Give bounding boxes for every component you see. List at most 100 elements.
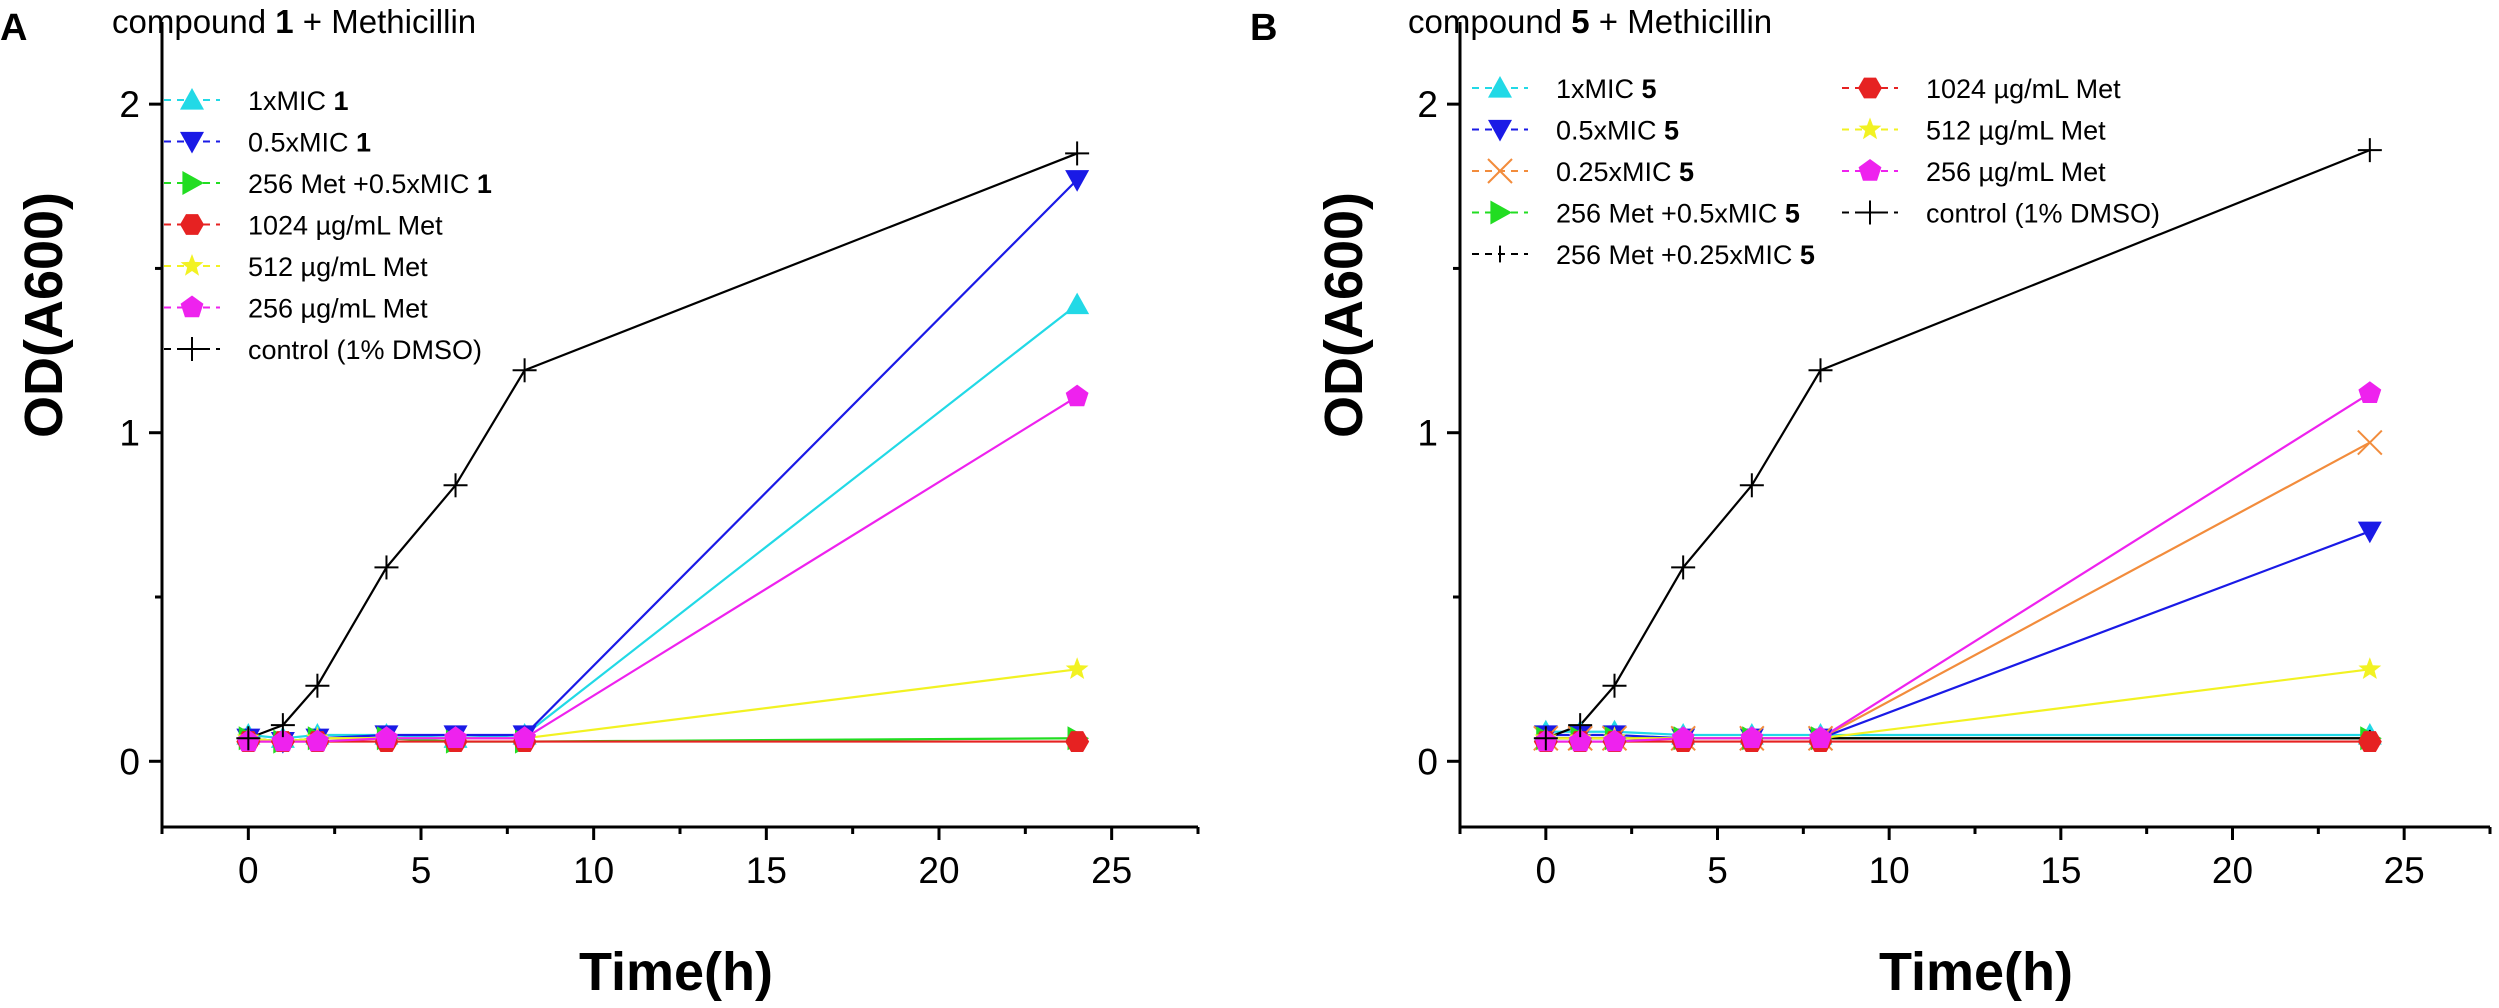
data-point (513, 726, 537, 748)
data-point (1603, 729, 1626, 752)
data-point (1065, 731, 1090, 752)
legend-item: 0.25xMIC 5 (1472, 157, 1694, 187)
data-point (236, 726, 261, 751)
x-tick-label: 20 (918, 850, 959, 891)
data-point (305, 729, 329, 752)
x-tick-label: 10 (1869, 850, 1910, 891)
data-point (1671, 555, 1696, 580)
legend-marker (1488, 119, 1512, 142)
x-tick-label: 15 (2040, 850, 2081, 891)
legend-label: 256 Met +0.25xMIC 5 (1556, 240, 1815, 270)
legend-item: 1xMIC 1 (164, 86, 349, 116)
legend-marker (1858, 200, 1882, 225)
panel-title: compound 1 + Methicillin (112, 3, 476, 40)
legend-label: 512 µg/mL Met (248, 252, 428, 282)
x-tick-label: 10 (573, 850, 614, 891)
data-point (1739, 473, 1764, 498)
data-point (1602, 673, 1627, 698)
series-line (248, 395, 1078, 743)
series-lines (1545, 149, 2371, 743)
legend-marker (1858, 77, 1882, 99)
data-point (2358, 657, 2382, 679)
series-line (248, 668, 1078, 743)
legend-label: 256 Met +0.5xMIC 1 (248, 169, 492, 199)
y-tick-label: 2 (1417, 84, 1438, 125)
legend-item: 256 Met +0.5xMIC 1 (164, 169, 492, 199)
data-point (1671, 726, 1695, 748)
legend-item: 512 µg/mL Met (1842, 116, 2106, 146)
series-line (248, 303, 1078, 740)
x-tick-label: 25 (2384, 850, 2425, 891)
data-point (1065, 384, 1089, 407)
data-point (2357, 429, 2383, 456)
data-point (2357, 521, 2382, 544)
legend-label: 256 µg/mL Met (248, 294, 428, 324)
legend-item: 512 µg/mL Met (164, 252, 428, 282)
data-point (1740, 726, 1764, 748)
legend-item: control (1% DMSO) (164, 335, 482, 365)
data-point (512, 358, 537, 383)
series-line (1545, 668, 2370, 740)
series-markers (236, 141, 1090, 754)
x-tick-label: 25 (1091, 850, 1132, 891)
legend-label: 1xMIC 5 (1556, 74, 1657, 104)
series-lines (247, 152, 1078, 743)
legend-item: control (1% DMSO) (1842, 199, 2160, 229)
y-tick-label: 2 (119, 84, 140, 125)
y-axis-label: OD(A600) (14, 192, 74, 438)
legend-marker (1487, 158, 1513, 184)
x-tick-label: 0 (238, 850, 259, 891)
data-point (305, 673, 330, 698)
legend-item: 0.5xMIC 1 (164, 128, 371, 158)
y-tick-label: 0 (1417, 741, 1438, 782)
legend-marker (1858, 159, 1882, 181)
panel-letter: A (0, 7, 27, 49)
legend-label: control (1% DMSO) (248, 335, 482, 365)
x-tick-label: 5 (411, 850, 432, 891)
data-point (1808, 358, 1833, 383)
legend-label: 1024 µg/mL Met (248, 211, 443, 241)
legend-marker (182, 171, 204, 195)
data-point (1809, 726, 1832, 748)
data-point (1533, 726, 1558, 751)
series-line (247, 152, 1078, 740)
data-point (1568, 729, 1592, 752)
legend-label: control (1% DMSO) (1926, 199, 2160, 229)
data-point (374, 555, 399, 580)
legend-label: 512 µg/mL Met (1926, 116, 2106, 146)
y-tick-label: 0 (119, 741, 140, 782)
legend-item: 256 µg/mL Met (164, 294, 428, 324)
data-point (1065, 170, 1090, 192)
series-line (1545, 730, 2370, 737)
x-tick-label: 15 (746, 850, 787, 891)
y-tick-label: 1 (1417, 413, 1438, 454)
legend-marker (180, 214, 204, 235)
legend-item: 0.5xMIC 5 (1472, 116, 1679, 146)
panel-letter: B (1250, 7, 1277, 49)
legend-label: 0.5xMIC 5 (1556, 116, 1679, 146)
x-axis-label: Time(h) (579, 942, 773, 1002)
legend-label: 1024 µg/mL Met (1926, 74, 2121, 104)
series-line (1545, 392, 2371, 743)
legend-marker (180, 131, 204, 154)
data-point (375, 726, 398, 748)
x-tick-label: 0 (1536, 850, 1557, 891)
panel-title: compound 5 + Methicillin (1408, 3, 1772, 40)
data-point (1065, 141, 1090, 166)
series-line (1545, 530, 2371, 740)
legend-label: 0.5xMIC 1 (248, 128, 371, 158)
data-point (1568, 713, 1593, 738)
data-point (444, 726, 467, 748)
legend-label: 256 µg/mL Met (1926, 157, 2106, 187)
legend: 1xMIC 5 0.5xMIC 5 0.25xMIC 5 256 Met +0.5xM… (1472, 74, 2160, 270)
legend-item: 256 Met +0.25xMIC 5 (1472, 240, 1815, 270)
data-point (2358, 381, 2382, 403)
y-tick-label: 1 (119, 413, 140, 454)
legend-marker (180, 337, 204, 361)
y-axis-label: OD(A600) (1314, 192, 1374, 438)
series-line (1545, 149, 2371, 740)
legend-label: 0.25xMIC 5 (1556, 157, 1694, 187)
